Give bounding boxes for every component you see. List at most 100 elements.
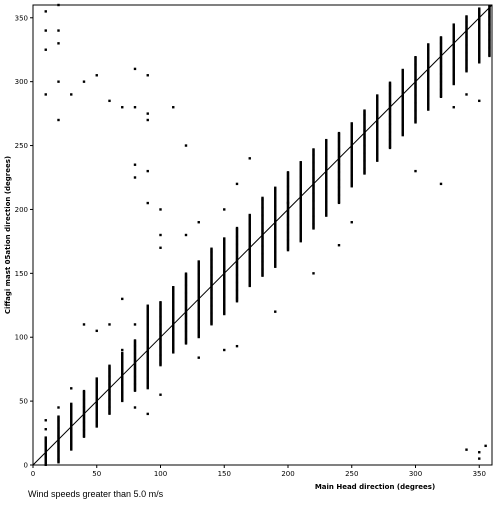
data-point	[452, 74, 455, 77]
data-point	[452, 25, 455, 28]
data-point	[108, 379, 111, 382]
data-point	[223, 289, 226, 292]
x-tick-label: 100	[154, 470, 167, 478]
data-point	[95, 384, 98, 387]
data-point	[159, 312, 162, 315]
data-point	[414, 70, 417, 73]
outlier-point	[44, 93, 47, 96]
data-point	[299, 179, 302, 182]
data-point	[223, 247, 226, 250]
data-point	[235, 270, 239, 273]
data-point	[388, 136, 392, 139]
data-point	[299, 217, 302, 220]
data-point	[312, 182, 315, 185]
data-point	[299, 219, 302, 222]
data-point	[439, 45, 443, 48]
data-point	[197, 278, 200, 281]
outlier-point	[484, 444, 487, 448]
data-point	[57, 461, 60, 464]
data-point	[376, 136, 379, 139]
data-point	[350, 145, 353, 148]
data-point	[376, 141, 379, 144]
data-point	[235, 232, 239, 235]
data-point	[108, 408, 111, 411]
data-point	[235, 236, 239, 239]
data-point	[414, 121, 417, 124]
data-point	[172, 289, 175, 292]
data-point	[337, 158, 341, 161]
data-point	[299, 209, 302, 212]
data-point	[452, 37, 455, 40]
data-point	[159, 330, 162, 333]
data-point	[184, 282, 188, 285]
data-point	[325, 172, 328, 175]
data-point	[210, 253, 213, 256]
data-point	[70, 437, 73, 440]
data-point	[172, 342, 175, 345]
data-point	[70, 417, 73, 420]
data-point	[261, 255, 264, 258]
data-point	[427, 76, 430, 79]
data-point	[274, 196, 277, 199]
data-point	[159, 319, 162, 322]
y-axis-label: Ciffagi mast 05ation direction (degrees)	[4, 156, 12, 314]
data-point	[286, 187, 290, 190]
data-point	[121, 377, 124, 380]
x-tick-label: 0	[31, 470, 35, 478]
data-point	[286, 194, 290, 197]
data-point	[337, 153, 341, 156]
data-point	[478, 55, 481, 58]
data-point	[197, 270, 200, 273]
data-point	[121, 369, 124, 372]
data-point	[286, 180, 290, 183]
data-point	[210, 317, 213, 320]
data-point	[363, 170, 366, 173]
data-point	[223, 290, 226, 293]
data-point	[312, 165, 315, 168]
y-tick-label: 150	[15, 270, 28, 278]
data-point	[261, 235, 264, 238]
data-point	[82, 402, 86, 405]
data-point	[57, 448, 60, 451]
data-point	[363, 165, 366, 168]
data-point	[299, 170, 302, 173]
data-point	[488, 10, 491, 13]
data-point	[274, 246, 277, 249]
data-point	[363, 156, 366, 159]
data-point	[261, 215, 264, 218]
data-point	[452, 79, 455, 82]
data-point	[452, 47, 455, 50]
data-point	[312, 179, 315, 182]
data-point	[299, 227, 302, 230]
data-point	[261, 197, 264, 200]
data-point	[388, 106, 392, 109]
data-point	[286, 222, 290, 225]
data-point	[337, 136, 341, 139]
data-point	[325, 167, 328, 170]
data-point	[488, 40, 491, 43]
data-point	[223, 243, 226, 246]
data-point	[274, 249, 277, 252]
data-point	[108, 401, 111, 404]
data-point	[363, 157, 366, 160]
data-point	[210, 257, 213, 260]
data-point	[439, 94, 443, 97]
data-point	[488, 50, 491, 53]
data-point	[439, 54, 443, 57]
data-point	[274, 214, 277, 217]
data-point	[197, 285, 200, 288]
data-point	[235, 233, 239, 236]
data-point	[223, 292, 226, 295]
data-point	[121, 397, 124, 400]
data-point	[210, 248, 213, 251]
outlier-point	[172, 106, 175, 109]
outlier-point	[286, 201, 290, 205]
data-point	[197, 290, 200, 293]
data-point	[337, 146, 341, 149]
data-point	[184, 306, 188, 309]
data-point	[146, 307, 149, 310]
data-point	[388, 87, 392, 90]
data-point	[478, 60, 481, 63]
data-point	[414, 57, 417, 60]
data-point	[488, 53, 491, 56]
